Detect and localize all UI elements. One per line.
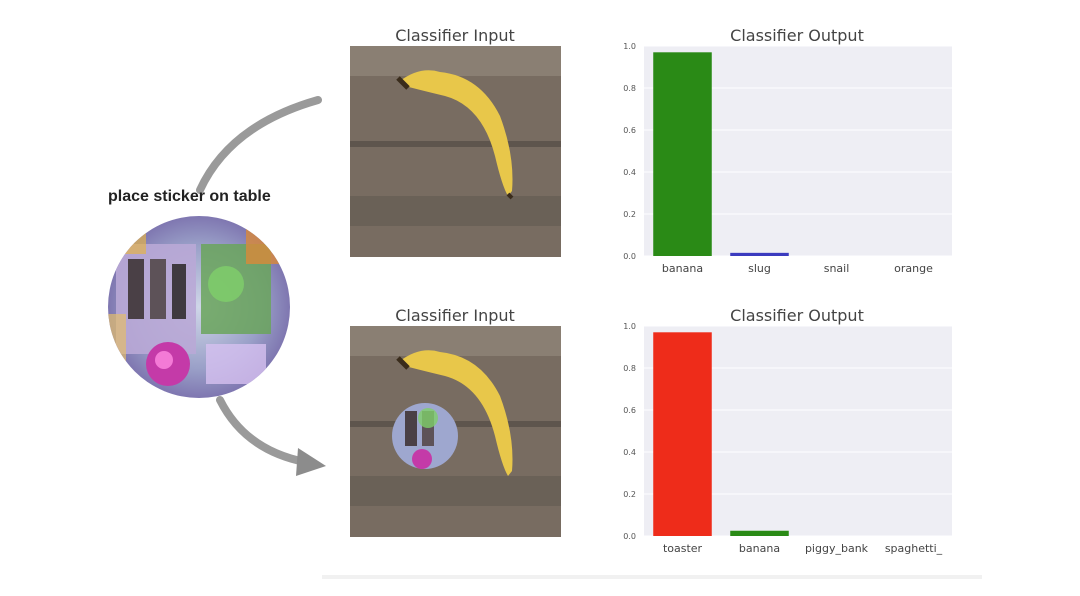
y-tick-label: 0.6 bbox=[623, 126, 636, 135]
output-title-top: Classifier Output bbox=[730, 26, 864, 45]
y-tick-label: 0.4 bbox=[623, 448, 636, 457]
y-tick-label: 0.4 bbox=[623, 168, 636, 177]
bottom-divider bbox=[322, 575, 982, 579]
input-title-bottom: Classifier Input bbox=[395, 306, 515, 325]
arrow-up-curve bbox=[196, 96, 322, 194]
bar-slug bbox=[730, 252, 789, 256]
y-tick-label: 1.0 bbox=[623, 42, 636, 51]
bar-banana bbox=[730, 530, 789, 536]
y-tick-label: 0.8 bbox=[623, 364, 636, 373]
x-tick-label: piggy_bank bbox=[805, 542, 869, 555]
bar-banana bbox=[653, 52, 712, 256]
x-tick-label: spaghetti_ bbox=[885, 542, 943, 555]
y-tick-label: 0.6 bbox=[623, 406, 636, 415]
caption-text: place sticker on table bbox=[108, 188, 271, 205]
y-tick-label: 1.0 bbox=[623, 322, 636, 331]
classifier-output-chart-top: 0.0 0.2 0.4 0.6 0.8 1.0 banana slug snail orange bbox=[623, 42, 952, 275]
input-photo-top bbox=[350, 46, 561, 257]
arrow-down-head bbox=[296, 448, 326, 476]
classifier-output-chart-bottom: 0.0 0.2 0.4 0.6 0.8 1.0 toaster banana piggy_ban… bbox=[623, 322, 952, 555]
x-tick-label: banana bbox=[739, 542, 780, 555]
x-tick-label: banana bbox=[662, 262, 703, 275]
y-tick-label: 0.0 bbox=[623, 252, 636, 261]
x-tick-label: orange bbox=[894, 262, 933, 275]
y-tick-label: 0.2 bbox=[623, 210, 636, 219]
y-tick-label: 0.8 bbox=[623, 84, 636, 93]
arrow-down-curve bbox=[216, 396, 309, 466]
bar-toaster bbox=[653, 332, 712, 536]
x-tick-label: toaster bbox=[663, 542, 703, 555]
y-tick-label: 0.0 bbox=[623, 532, 636, 541]
x-tick-label: snail bbox=[824, 262, 850, 275]
input-title-top: Classifier Input bbox=[395, 26, 515, 45]
input-photo-bottom bbox=[350, 326, 561, 537]
y-tick-label: 0.2 bbox=[623, 490, 636, 499]
output-title-bottom: Classifier Output bbox=[730, 306, 864, 325]
adversarial-sticker bbox=[108, 216, 290, 398]
x-tick-label: slug bbox=[748, 262, 771, 275]
